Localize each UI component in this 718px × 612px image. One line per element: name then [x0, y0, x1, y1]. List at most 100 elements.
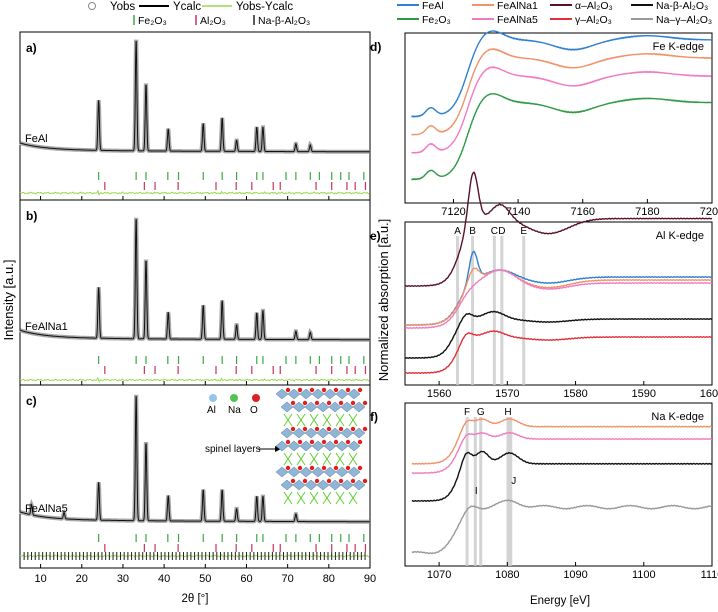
- x-tick-label: 1560: [427, 388, 451, 400]
- na-bond: [335, 413, 345, 427]
- xas-series-2: [404, 267, 713, 326]
- difference-series: [19, 376, 370, 383]
- crystal-polyhedron: [323, 466, 337, 478]
- x-tick-label: 1110: [701, 569, 718, 581]
- edge-marker-band: [509, 417, 513, 566]
- x-tick-label: 10: [34, 573, 46, 585]
- xas-series-1: [411, 431, 713, 475]
- legend-label: FeAlNa5: [497, 14, 538, 26]
- legend-label: Fe₂O₃: [422, 14, 451, 26]
- crystal-oxygen: [321, 465, 327, 471]
- crystal-oxygen: [362, 400, 368, 406]
- difference-series: [19, 189, 370, 196]
- crystal-oxygen: [309, 465, 315, 471]
- edge-marker-band: [500, 236, 504, 385]
- xas-series-2: [411, 66, 712, 154]
- crystal-oxygen: [290, 400, 296, 406]
- crystal-polyhedron: [352, 427, 366, 439]
- crystal-oxygen: [314, 400, 320, 406]
- inset-label: spinel layers: [205, 444, 261, 455]
- x-axis-label: Energy [eV]: [530, 595, 590, 607]
- crystal-oxygen: [338, 478, 344, 484]
- xas-series-0: [404, 171, 713, 288]
- x-tick-label: 60: [240, 573, 252, 585]
- crystal-polyhedron: [323, 440, 337, 452]
- x-tick-label: 1600: [700, 388, 718, 400]
- na-bond: [322, 491, 332, 505]
- xas-series-4: [404, 310, 713, 360]
- crystal-polyhedron: [275, 440, 289, 452]
- xas-series-1: [411, 48, 712, 136]
- x-axis-label: 2θ [°]: [182, 593, 209, 605]
- legend-label: Na–γ–Al₂O₃: [656, 14, 712, 26]
- crystal-oxygen: [338, 426, 344, 432]
- edge-marker-label: B: [469, 226, 476, 237]
- panel-label: b): [26, 209, 37, 223]
- crystal-oxygen: [345, 387, 351, 393]
- panel-frame: [19, 31, 371, 201]
- crystal-polyhedron: [328, 479, 342, 491]
- y-axis-label: Intensity [a.u.]: [1, 260, 16, 341]
- panel-frame: [404, 221, 713, 386]
- na-bond: [322, 413, 332, 427]
- na-bond: [348, 452, 358, 466]
- x-tick-label: 50: [199, 573, 211, 585]
- phase-legend-label: Fe₂O₃: [138, 15, 167, 27]
- na-bond: [309, 491, 319, 505]
- x-tick-label: 1570: [495, 388, 519, 400]
- crystal-polyhedron: [328, 427, 342, 439]
- panel-frame: [19, 199, 371, 386]
- crystal-oxygen: [302, 426, 308, 432]
- crystal-oxygen: [285, 387, 291, 393]
- crystal-oxygen: [302, 478, 308, 484]
- crystal-oxygen: [290, 426, 296, 432]
- crystal-oxygen: [338, 400, 344, 406]
- x-tick-label: 1080: [495, 569, 519, 581]
- crystal-polyhedron: [347, 388, 361, 400]
- na-bond: [283, 413, 293, 427]
- crystal-polyhedron: [340, 427, 354, 439]
- crystal-polyhedron: [311, 440, 325, 452]
- crystal-oxygen: [297, 465, 303, 471]
- na-bond: [296, 452, 306, 466]
- panel-label: c): [26, 394, 37, 408]
- x-tick-label: 7120: [441, 206, 465, 218]
- panel-frame: [404, 402, 713, 567]
- crystal-polyhedron: [292, 427, 306, 439]
- crystal-oxygen: [297, 439, 303, 445]
- crystal-polyhedron: [275, 388, 289, 400]
- legend-label: Yobs: [110, 1, 135, 13]
- legend-item-1: Ycalc: [139, 1, 201, 13]
- edge-marker-label: C: [491, 226, 498, 237]
- na-bond: [309, 413, 319, 427]
- x-tick-label: 1090: [563, 569, 587, 581]
- inset-legend-label: Al: [207, 405, 216, 416]
- legend-label: Ycalc: [173, 1, 201, 13]
- inset-atom-al: [209, 394, 217, 402]
- xas-panel-3: FG H I J Na K-edge f) 1070 1080 1090 1100 1110: [370, 402, 718, 581]
- xas-series-0: [411, 30, 712, 118]
- legend-item-2: Yobs-Ycalc: [202, 1, 293, 13]
- na-bond: [296, 491, 306, 505]
- crystal-polyhedron: [328, 401, 342, 413]
- crystal-oxygen: [309, 387, 315, 393]
- xas-series-2: [411, 450, 713, 502]
- crystal-oxygen: [350, 426, 356, 432]
- crystal-polyhedron: [287, 388, 301, 400]
- crystal-oxygen: [333, 439, 339, 445]
- crystal-polyhedron: [316, 401, 330, 413]
- xas-series-3: [411, 93, 712, 181]
- crystal-polyhedron: [340, 479, 354, 491]
- crystal-oxygen: [314, 478, 320, 484]
- ycalc-series: [19, 41, 370, 153]
- sample-label: FeAl: [25, 133, 48, 145]
- inset-legend-label: O: [250, 405, 258, 416]
- phase-legend-label: Na-β-Al₂O₃: [258, 15, 310, 27]
- crystal-oxygen: [333, 387, 339, 393]
- crystal-oxygen: [357, 465, 363, 471]
- x-tick-label: 1590: [632, 388, 656, 400]
- na-bond: [335, 491, 345, 505]
- crystal-polyhedron: [323, 388, 337, 400]
